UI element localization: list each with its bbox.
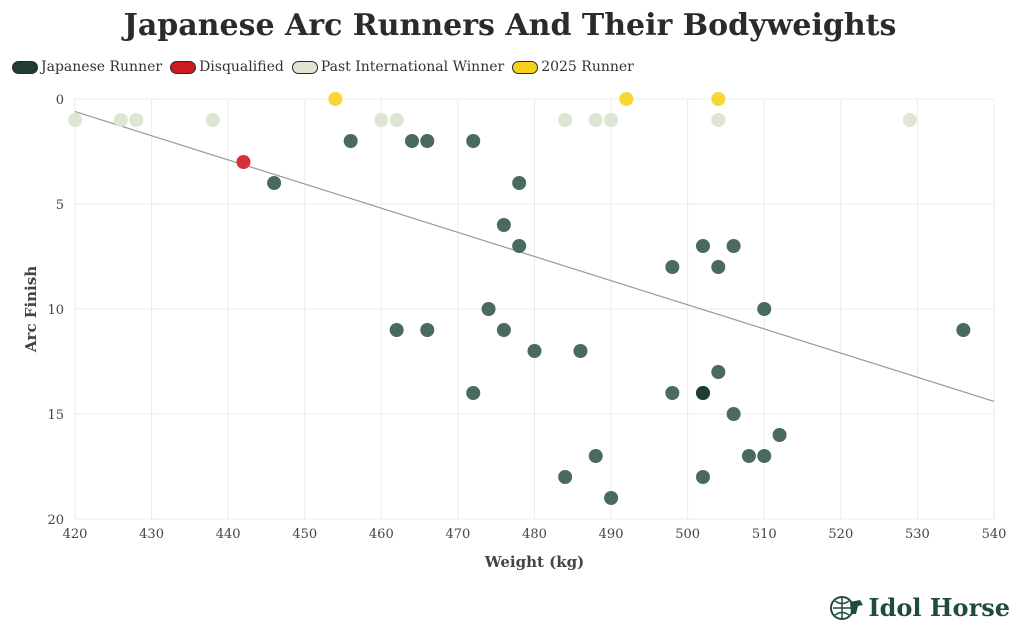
legend-label: Japanese Runner: [41, 59, 163, 75]
point-2025-runner: [328, 92, 343, 106]
x-tick-label: 470: [446, 527, 471, 542]
x-tick-label: 420: [63, 527, 88, 542]
point-disqualified: [236, 155, 251, 169]
horse-logo-icon: [830, 595, 864, 620]
x-axis-title: Weight (kg): [484, 553, 585, 571]
point-japanese-runner: [741, 449, 756, 463]
point-japanese-runner: [496, 323, 511, 337]
legend-label: Disqualified: [199, 59, 284, 75]
point-japanese-runner: [466, 386, 481, 400]
legend-label: 2025 Runner: [541, 59, 634, 75]
point-japanese-runner: [343, 134, 358, 148]
x-tick-label: 500: [675, 527, 700, 542]
point-past-international-winner: [604, 113, 619, 127]
y-tick-label: 15: [47, 408, 64, 423]
point-japanese-runner: [527, 344, 542, 358]
y-tick-label: 10: [47, 303, 64, 318]
x-tick-label: 450: [292, 527, 317, 542]
point-japanese-runner: [726, 239, 741, 253]
point-japanese-runner: [772, 428, 787, 442]
point-japanese-runner: [695, 239, 710, 253]
point-japanese-runner: [512, 176, 527, 190]
x-tick-label: 510: [752, 527, 777, 542]
point-japanese-runner: [420, 134, 435, 148]
point-japanese-runner: [466, 134, 481, 148]
point-japanese-runner: [711, 260, 726, 274]
point-japanese-runner: [695, 470, 710, 484]
legend-label: Past International Winner: [320, 59, 505, 75]
point-japanese-runner: [711, 365, 726, 379]
trendline: [74, 111, 995, 402]
point-highlight: [695, 386, 710, 400]
chart-title: Japanese Arc Runners And Their Bodyweigh…: [123, 8, 897, 43]
x-tick-label: 540: [982, 527, 1007, 542]
point-japanese-runner: [956, 323, 971, 337]
point-japanese-runner: [757, 449, 772, 463]
x-tick-label: 440: [216, 527, 241, 542]
point-japanese-runner: [757, 302, 772, 316]
y-tick-label: 5: [56, 198, 64, 213]
legend-item[interactable]: Past International Winner: [291, 59, 505, 75]
point-japanese-runner: [588, 449, 603, 463]
point-japanese-runner: [726, 407, 741, 421]
point-2025-runner: [711, 92, 726, 106]
point-past-international-winner: [205, 113, 220, 127]
point-japanese-runner: [604, 491, 619, 505]
point-past-international-winner: [68, 113, 82, 127]
legend-swatch: [12, 60, 38, 74]
point-past-international-winner: [389, 113, 404, 127]
point-japanese-runner: [665, 260, 680, 274]
point-japanese-runner: [389, 323, 404, 337]
point-past-international-winner: [129, 113, 144, 127]
x-tick-label: 460: [369, 527, 394, 542]
legend-item[interactable]: Japanese Runner: [12, 59, 162, 75]
point-past-international-winner: [374, 113, 389, 127]
x-tick-label: 430: [139, 527, 164, 542]
y-tick-label: 20: [47, 513, 64, 528]
x-tick-label: 520: [828, 527, 853, 542]
point-past-international-winner: [902, 113, 917, 127]
legend-swatch: [291, 60, 318, 74]
point-japanese-runner: [665, 386, 680, 400]
legend-swatch: [512, 60, 539, 74]
point-japanese-runner: [496, 218, 511, 232]
point-japanese-runner: [573, 344, 588, 358]
point-japanese-runner: [404, 134, 419, 148]
point-past-international-winner: [113, 113, 128, 127]
brand-name: Idol Horse: [868, 593, 1010, 622]
point-japanese-runner: [481, 302, 496, 316]
point-past-international-winner: [588, 113, 603, 127]
point-past-international-winner: [558, 113, 573, 127]
legend-item[interactable]: Disqualified: [170, 59, 284, 75]
x-tick-label: 480: [522, 527, 547, 542]
point-japanese-runner: [558, 470, 573, 484]
point-past-international-winner: [711, 113, 726, 127]
point-japanese-runner: [267, 176, 282, 190]
point-japanese-runner: [420, 323, 435, 337]
point-2025-runner: [619, 92, 634, 106]
y-axis-title: Arc Finish: [22, 266, 40, 353]
x-tick-label: 490: [599, 527, 624, 542]
brand-logo: Idol Horse: [830, 593, 1010, 622]
legend: Japanese Runner Disqualified Past Internat…: [12, 59, 642, 75]
legend-swatch: [170, 60, 197, 74]
y-tick-label: 0: [56, 93, 64, 108]
x-tick-label: 530: [905, 527, 930, 542]
point-japanese-runner: [512, 239, 527, 253]
legend-item[interactable]: 2025 Runner: [512, 59, 634, 75]
